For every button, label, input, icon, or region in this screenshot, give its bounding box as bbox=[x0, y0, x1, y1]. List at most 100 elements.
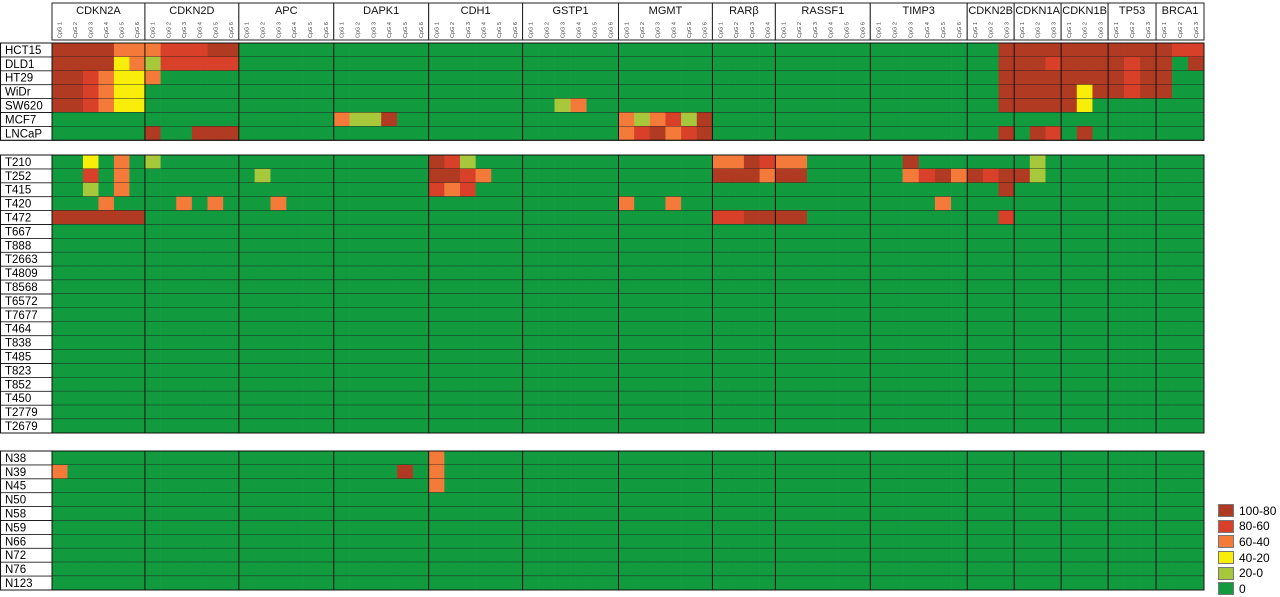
heatmap-cell bbox=[982, 391, 999, 406]
heatmap-cell bbox=[397, 562, 414, 577]
heatmap-cell bbox=[681, 168, 698, 184]
heatmap-cell bbox=[491, 419, 508, 434]
heatmap-cell bbox=[475, 492, 492, 507]
heatmap-cell bbox=[967, 335, 984, 350]
heatmap-cell bbox=[1124, 391, 1141, 406]
heatmap-cell bbox=[967, 405, 984, 420]
heatmap-cell bbox=[538, 98, 555, 113]
heatmap-cell bbox=[381, 224, 398, 239]
heatmap-cell bbox=[444, 182, 461, 197]
heatmap-cell bbox=[570, 321, 587, 336]
heatmap-cell bbox=[1014, 478, 1031, 493]
heatmap-cell bbox=[491, 280, 508, 295]
heatmap-cell bbox=[302, 391, 319, 406]
heatmap-cell bbox=[618, 182, 635, 197]
heatmap-cell bbox=[998, 419, 1015, 434]
heatmap-cell bbox=[254, 252, 271, 267]
heatmap-cell bbox=[397, 419, 414, 434]
heatmap-cell bbox=[1156, 335, 1173, 350]
heatmap-cell bbox=[1108, 224, 1125, 239]
heatmap-cell bbox=[918, 391, 936, 406]
heatmap-cell bbox=[759, 280, 776, 295]
heatmap-cell bbox=[254, 464, 271, 480]
heatmap-cell bbox=[743, 576, 760, 591]
heatmap-cell bbox=[902, 478, 920, 493]
heatmap-cell bbox=[381, 520, 398, 535]
heatmap-cell bbox=[1108, 280, 1125, 295]
heatmap-cell bbox=[1124, 377, 1141, 392]
heatmap-cell bbox=[381, 363, 398, 378]
heatmap-cell bbox=[1061, 562, 1078, 577]
heatmap-cell bbox=[822, 534, 839, 549]
heatmap-cell bbox=[270, 56, 287, 72]
heatmap-cell bbox=[349, 363, 366, 378]
heatmap-cell bbox=[822, 196, 839, 211]
heatmap-cell bbox=[1188, 321, 1205, 336]
site-label: CpG 1 bbox=[434, 22, 440, 38]
heatmap-cell bbox=[1172, 56, 1189, 72]
heatmap-cell bbox=[712, 56, 729, 72]
heatmap-cell bbox=[1029, 391, 1046, 406]
heatmap-cell bbox=[144, 349, 161, 364]
gene-label: CDKN1B bbox=[1062, 5, 1107, 17]
heatmap-cell bbox=[854, 321, 871, 336]
heatmap-cell bbox=[506, 562, 523, 577]
heatmap-cell bbox=[728, 84, 745, 99]
heatmap-cell bbox=[412, 84, 429, 99]
heatmap-cell bbox=[791, 112, 808, 127]
heatmap-cell bbox=[302, 126, 319, 141]
heatmap-cell bbox=[254, 126, 271, 141]
heatmap-cell bbox=[365, 280, 382, 295]
heatmap-cell bbox=[982, 43, 999, 58]
heatmap-cell bbox=[728, 451, 745, 466]
heatmap-cell bbox=[1124, 478, 1141, 493]
heatmap-cell bbox=[838, 98, 855, 113]
heatmap-cell bbox=[506, 363, 523, 378]
heatmap-cell bbox=[696, 224, 713, 239]
heatmap-cell bbox=[934, 451, 952, 466]
heatmap-cell bbox=[570, 56, 587, 72]
heatmap-cell bbox=[1092, 321, 1109, 336]
heatmap-cell bbox=[522, 126, 539, 141]
heatmap-cell bbox=[634, 405, 651, 420]
heatmap-cell bbox=[775, 478, 792, 493]
heatmap-cell bbox=[951, 506, 968, 521]
heatmap-cell bbox=[886, 492, 903, 507]
heatmap-cell bbox=[317, 84, 335, 99]
gene-header-box bbox=[522, 2, 620, 41]
heatmap-cell bbox=[491, 112, 508, 127]
heatmap-cell bbox=[129, 238, 146, 253]
heatmap-cell bbox=[176, 196, 193, 211]
heatmap-cell bbox=[365, 238, 382, 253]
heatmap-cell bbox=[854, 391, 871, 406]
heatmap-cell bbox=[286, 363, 303, 378]
heatmap-cell bbox=[1172, 112, 1189, 127]
heatmap-cell bbox=[951, 56, 968, 72]
heatmap-cell bbox=[1172, 377, 1189, 392]
heatmap-cell bbox=[1108, 576, 1125, 591]
heatmap-cell bbox=[1092, 43, 1109, 58]
site-label: CpG 1 bbox=[1020, 22, 1026, 38]
heatmap-cell bbox=[1045, 155, 1062, 170]
heatmap-cell bbox=[459, 307, 476, 323]
heatmap-cell bbox=[286, 492, 303, 507]
heatmap-cell bbox=[554, 506, 571, 521]
heatmap-cell bbox=[634, 349, 651, 364]
heatmap-cell bbox=[349, 464, 366, 480]
heatmap-cell bbox=[743, 377, 760, 392]
heatmap-cell bbox=[902, 548, 920, 563]
heatmap-cell bbox=[728, 506, 745, 521]
heatmap-cell bbox=[223, 98, 240, 113]
heatmap-cell bbox=[1188, 182, 1205, 197]
heatmap-cell bbox=[822, 266, 839, 281]
heatmap-cell bbox=[254, 98, 271, 113]
heatmap-cell bbox=[982, 112, 999, 127]
heatmap-cell bbox=[1076, 349, 1093, 364]
heatmap-cell bbox=[491, 464, 508, 480]
heatmap-cell bbox=[428, 168, 445, 184]
heatmap-cell bbox=[1045, 126, 1062, 141]
heatmap-cell bbox=[554, 70, 571, 85]
heatmap-cell bbox=[918, 520, 936, 535]
heatmap-cell bbox=[728, 363, 745, 378]
heatmap-cell bbox=[1140, 280, 1157, 295]
